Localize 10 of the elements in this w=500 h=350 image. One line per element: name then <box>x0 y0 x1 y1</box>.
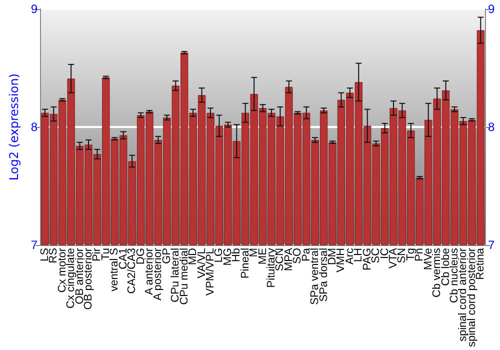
y2-tick-label: 8 <box>488 120 495 134</box>
y-axis-title: Log2 (expression) <box>7 73 21 180</box>
y2-tick-label: 9 <box>488 2 495 16</box>
y-tick-label: 9 <box>30 2 38 16</box>
x-tick-label: Tg <box>404 248 417 261</box>
y-tick-label: 7 <box>30 238 38 252</box>
x-tick-label: A posterior <box>152 248 164 301</box>
y-tick-label: 8 <box>30 120 38 134</box>
y2-tick-label: 7 <box>488 238 495 252</box>
x-tick-label: OB posterior <box>82 248 94 310</box>
